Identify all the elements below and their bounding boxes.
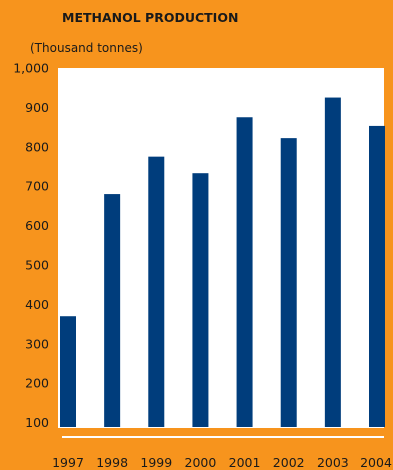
y-tick-label: 300 — [25, 336, 49, 351]
y-tick-label: 600 — [25, 218, 49, 233]
x-axis-ticks: 1997 1998 1999 2000 2001 2002 2003 2004 — [52, 455, 392, 470]
bar-2001 — [236, 117, 253, 427]
x-tick-label-2003: 2003 — [317, 455, 349, 470]
y-tick-label: 200 — [25, 376, 49, 391]
unit-label: (Thousand tonnes) — [30, 41, 143, 55]
x-tick-label-2000: 2000 — [185, 455, 217, 470]
y-tick-label: 900 — [25, 100, 49, 115]
bar-2003 — [324, 97, 341, 428]
x-tick-label-2001: 2001 — [229, 455, 261, 470]
bar-2000 — [192, 173, 209, 427]
bar-1997 — [60, 316, 76, 427]
x-tick-label-1998: 1998 — [96, 455, 128, 470]
x-tick-label-1999: 1999 — [140, 455, 172, 470]
y-axis-ticks: 1,000 900 800 700 600 500 400 300 200 100 — [13, 61, 49, 431]
bars — [60, 97, 385, 428]
chart-title: METHANOL PRODUCTION — [62, 10, 238, 25]
y-tick-label: 100 — [25, 415, 49, 430]
x-tick-label-1997: 1997 — [52, 455, 84, 470]
y-tick-label: 1,000 — [13, 61, 49, 76]
y-tick-label: 400 — [25, 297, 49, 312]
bar-1999 — [148, 156, 165, 427]
x-tick-label-2002: 2002 — [273, 455, 305, 470]
y-tick-label: 500 — [25, 258, 49, 273]
x-tick-label-2004: 2004 — [360, 455, 392, 470]
y-tick-label: 800 — [25, 139, 49, 154]
bar-2004 — [369, 125, 385, 427]
y-tick-label: 700 — [25, 179, 49, 194]
bar-1998 — [104, 194, 121, 427]
bar-2002 — [280, 138, 297, 427]
